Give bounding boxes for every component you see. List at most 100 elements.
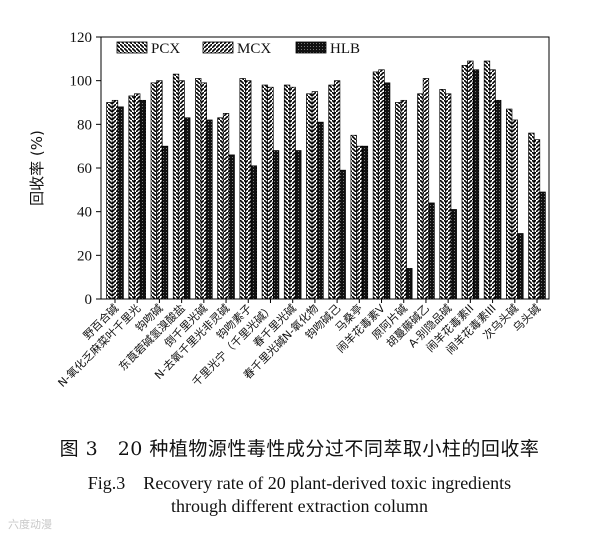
bar-mcx — [178, 80, 185, 300]
bar-hlb — [428, 202, 435, 300]
bar-pcx — [506, 108, 513, 300]
bar-hlb — [139, 99, 146, 300]
bar-group — [283, 84, 302, 300]
bar-mcx — [289, 86, 296, 300]
bar-mcx — [267, 86, 274, 300]
bar-mcx — [378, 69, 385, 300]
bar-group — [528, 132, 546, 300]
bar-group — [439, 89, 457, 300]
bar-pcx — [417, 93, 424, 300]
bar-mcx — [134, 93, 141, 300]
bar-group — [350, 134, 369, 300]
y-tick-label: 100 — [70, 74, 93, 90]
bar-group — [195, 78, 213, 300]
plot-frame — [100, 36, 550, 300]
watermark: 六度动漫 — [8, 518, 52, 531]
x-axis: 野百合碱N-氧化乏麻菜叶千里光钩吻碱东莨菪碱氢溴酸盐倒千里光碱N-去氧千里光非灵… — [55, 299, 543, 390]
bar-hlb — [539, 191, 546, 300]
bar-pcx — [217, 117, 224, 300]
y-tick-label: 20 — [77, 248, 92, 264]
bar-mcx — [400, 99, 407, 300]
bar-group — [372, 69, 391, 300]
bar-mcx — [111, 99, 119, 300]
bar-pcx — [439, 89, 446, 300]
bar-pcx — [172, 73, 180, 300]
bar-hlb — [361, 145, 369, 300]
bar-group — [306, 91, 324, 300]
bar-pcx — [328, 84, 335, 300]
bar-hlb — [383, 82, 391, 300]
bar-mcx — [245, 80, 252, 300]
bar-hlb — [184, 117, 191, 300]
plot-area: 0 20 40 60 80 100 120 野百合碱N-氧化乏麻菜叶千里光钩吻碱东莨菪碱氢溴… — [28, 30, 550, 390]
bar-pcx — [306, 93, 313, 300]
bar-group — [239, 78, 258, 300]
bar-hlb — [161, 145, 169, 300]
y-axis: 0 20 40 60 80 100 120 — [70, 30, 101, 308]
bar-pcx — [239, 78, 246, 300]
bar-mcx — [156, 80, 163, 300]
legend-label-pcx: PCX — [151, 41, 180, 57]
bar-hlb — [250, 165, 258, 300]
legend: PCX MCX HLB — [116, 41, 360, 57]
bar-pcx — [128, 95, 135, 300]
bar-hlb — [117, 106, 124, 300]
bar-group — [394, 99, 413, 300]
bar-mcx — [533, 139, 541, 300]
bar-hlb — [339, 169, 346, 300]
legend-swatch-hlb — [295, 41, 327, 54]
bar-hlb — [295, 150, 302, 300]
bar-group — [328, 80, 346, 300]
bar-mcx — [200, 82, 207, 300]
bar-group — [483, 60, 502, 300]
bar-mcx — [422, 78, 430, 300]
y-tick-label: 40 — [77, 205, 92, 221]
bar-group — [150, 80, 169, 300]
y-tick-label: 0 — [85, 292, 93, 308]
bar-pcx — [350, 134, 357, 300]
bar-group — [128, 93, 146, 300]
bar-mcx — [311, 91, 319, 300]
bar-mcx — [356, 145, 363, 300]
bar-pcx — [528, 132, 535, 300]
bar-group — [172, 73, 191, 300]
bar-group — [217, 113, 235, 300]
bar-hlb — [206, 119, 213, 300]
legend-label-mcx: MCX — [237, 41, 271, 57]
y-tick-label: 60 — [77, 161, 92, 177]
figure-caption-en-line1: Fig.3 Recovery rate of 20 plant-derived … — [87, 473, 512, 493]
bar-hlb — [495, 99, 502, 300]
bar-hlb — [517, 233, 524, 300]
bar-mcx — [333, 80, 341, 300]
legend-swatch-mcx — [202, 41, 234, 54]
bars-layer — [106, 60, 546, 300]
bar-pcx — [394, 102, 402, 300]
bar-mcx — [222, 113, 230, 300]
bar-group — [106, 99, 124, 300]
bar-hlb — [272, 150, 280, 300]
bar-hlb — [317, 121, 324, 300]
legend-swatch-pcx — [116, 41, 148, 54]
y-axis-label: 回收率 (%) — [28, 130, 46, 206]
figure-caption-en-line2: through different extraction column — [170, 496, 429, 516]
bar-pcx — [483, 60, 491, 300]
bar-pcx — [106, 102, 113, 300]
bar-pcx — [461, 65, 468, 300]
bar-pcx — [150, 82, 157, 300]
legend-label-hlb: HLB — [330, 41, 360, 57]
bar-mcx — [467, 60, 474, 300]
bar-pcx — [283, 84, 291, 300]
bar-pcx — [261, 84, 269, 300]
bar-mcx — [445, 93, 452, 300]
bar-group — [506, 108, 524, 300]
bar-hlb — [228, 154, 235, 300]
bar-hlb — [450, 209, 457, 300]
bar-group — [417, 78, 435, 300]
figure-caption-zh: 图 3 20 种植物源性毒性成分过不同萃取小柱的回收率 — [59, 438, 540, 460]
y-tick-label: 120 — [70, 30, 93, 46]
bar-pcx — [195, 78, 202, 300]
bar-pcx — [372, 71, 380, 300]
bar-group — [461, 60, 480, 300]
bar-hlb — [472, 69, 480, 300]
bar-mcx — [489, 69, 496, 300]
